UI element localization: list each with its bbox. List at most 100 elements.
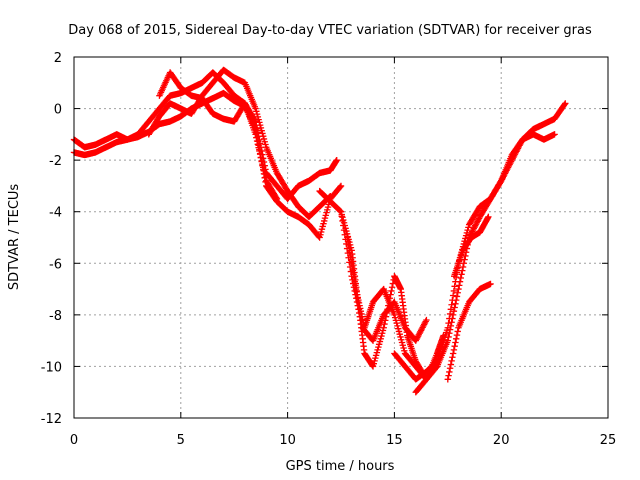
data-point — [456, 278, 464, 285]
data-point — [253, 137, 261, 145]
data-point — [273, 195, 281, 203]
data-point — [262, 174, 269, 181]
data-point — [337, 183, 344, 191]
data-point — [449, 315, 456, 322]
data-point — [337, 182, 345, 190]
data-point — [449, 354, 456, 361]
data-point — [253, 134, 260, 141]
data-series — [316, 187, 430, 344]
axis-ticks: 0 5 10 15 20 25 -12 -10 -8 -6 -4 -2 0 2 — [41, 51, 617, 448]
data-point — [256, 151, 264, 158]
data-point — [388, 287, 395, 295]
data-point — [255, 144, 262, 151]
data-point — [257, 154, 265, 161]
data-point — [451, 342, 458, 350]
data-point — [444, 337, 451, 344]
data-point — [445, 372, 452, 379]
data-point — [254, 141, 262, 148]
data-series — [70, 89, 345, 241]
data-point — [452, 335, 460, 343]
data-point — [381, 320, 388, 328]
data-point — [454, 328, 461, 335]
data-point — [444, 376, 451, 383]
y-axis-title: SDTVAR / TECUs — [7, 184, 22, 291]
chart-title: Day 068 of 2015, Sidereal Day-to-day VTE… — [68, 23, 592, 38]
data-point — [272, 194, 280, 201]
y-tick-label: -12 — [41, 412, 62, 427]
data-point — [380, 324, 387, 331]
data-series — [451, 213, 492, 280]
data-point — [487, 280, 494, 288]
data-point — [256, 147, 263, 155]
data-point — [446, 368, 453, 376]
x-tick-label: 20 — [493, 433, 510, 448]
data-point — [459, 263, 467, 271]
data-point — [446, 326, 454, 333]
y-tick-label: -6 — [49, 257, 62, 272]
data-point — [333, 156, 340, 164]
data-point — [447, 361, 455, 368]
data-point — [453, 293, 461, 300]
data-series — [156, 69, 281, 203]
data-point — [259, 164, 267, 171]
data-point — [337, 207, 344, 215]
data-point — [382, 313, 390, 320]
data-point — [458, 271, 465, 278]
data-series — [412, 131, 558, 396]
data-marks — [70, 66, 569, 396]
data-point — [452, 300, 459, 308]
data-point — [451, 283, 458, 290]
data-point — [460, 260, 468, 267]
data-point — [260, 167, 268, 175]
data-point — [452, 339, 459, 346]
data-point — [447, 322, 455, 330]
data-point — [448, 357, 455, 365]
data-point — [450, 307, 458, 315]
x-axis-title: GPS time / hours — [286, 459, 395, 474]
y-tick-label: 0 — [54, 103, 62, 118]
data-point — [446, 330, 453, 337]
data-point — [446, 365, 454, 372]
data-point — [446, 310, 454, 318]
data-series — [145, 66, 334, 221]
plot-frame — [73, 56, 609, 419]
data-series — [337, 208, 430, 383]
data-point — [451, 304, 458, 311]
y-tick-label: -10 — [41, 360, 62, 375]
data-point — [423, 316, 430, 324]
data-point — [383, 309, 390, 317]
data-point — [562, 100, 569, 107]
data-point — [445, 333, 452, 341]
x-tick-label: 0 — [70, 433, 78, 448]
data-series — [444, 280, 494, 383]
y-tick-label: -8 — [49, 309, 62, 324]
data-point — [388, 284, 396, 291]
data-point — [382, 317, 389, 324]
data-point — [455, 285, 462, 293]
data-point — [452, 296, 460, 304]
data-point — [448, 319, 455, 326]
data-point — [457, 274, 464, 282]
data-point — [258, 157, 265, 165]
data-point — [449, 350, 457, 357]
data-point — [561, 101, 568, 108]
data-point — [450, 287, 458, 295]
x-tick-label: 15 — [386, 433, 403, 448]
x-tick-label: 10 — [279, 433, 296, 448]
data-point — [422, 318, 429, 325]
data-point — [485, 213, 492, 221]
data-point — [259, 160, 266, 168]
data-point — [450, 346, 458, 354]
y-tick-label: 2 — [54, 51, 62, 66]
y-tick-label: -4 — [49, 206, 62, 221]
x-tick-label: 25 — [600, 433, 617, 448]
data-point — [261, 170, 268, 178]
data-point — [449, 311, 457, 319]
data-point — [454, 289, 461, 296]
x-tick-label: 5 — [177, 433, 185, 448]
data-point — [459, 267, 466, 274]
y-tick-label: -2 — [49, 154, 62, 169]
data-point — [449, 292, 457, 299]
data-point — [453, 331, 461, 339]
